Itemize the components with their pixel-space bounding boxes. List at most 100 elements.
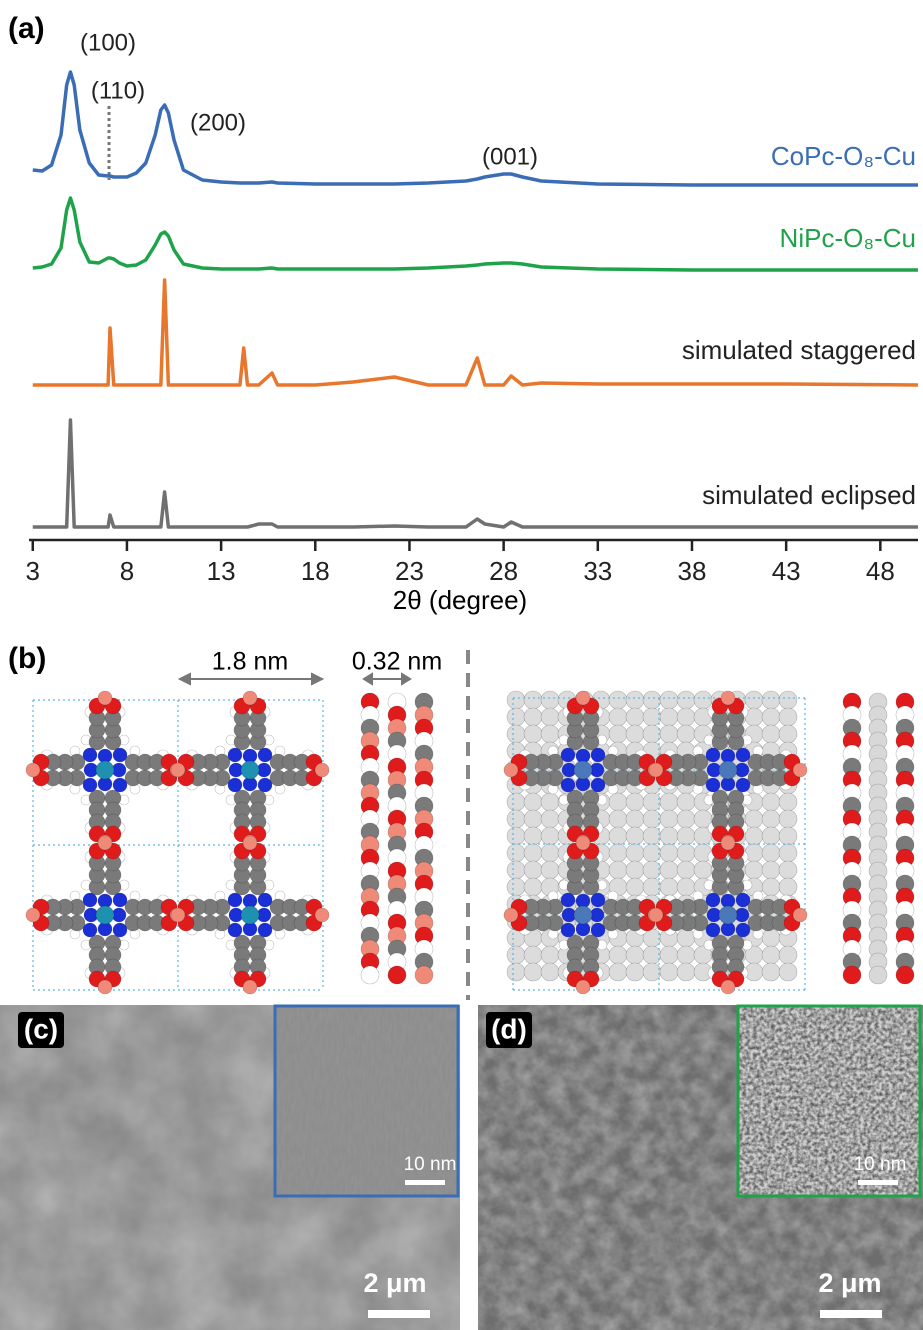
atom [626,878,644,896]
atom [113,893,127,907]
atom [561,778,575,792]
atom [524,946,542,964]
atom [706,893,720,907]
tem-inset: 10 nm [275,1006,458,1196]
atom [779,708,797,726]
atom [626,708,644,726]
atom [609,827,627,845]
atom [660,725,678,743]
atom [677,844,695,862]
atom [507,946,525,964]
atom [171,763,185,777]
atom [677,810,695,828]
atom [113,778,127,792]
atom [626,844,644,862]
atom [609,691,627,709]
atom [507,708,525,726]
atom [113,923,127,937]
atom [609,725,627,743]
atom [609,946,627,964]
atom [677,691,695,709]
atom [258,748,272,762]
atom [706,748,720,762]
atom [96,761,114,779]
atom [258,893,272,907]
atom [591,923,605,937]
scale-label: 10 nm [404,1154,457,1175]
atom [626,691,644,709]
atom [98,691,112,705]
atom [26,763,40,777]
atom [388,966,406,984]
atom [677,963,695,981]
atom [660,963,678,981]
atom [228,893,242,907]
atom [541,827,559,845]
atom [643,810,661,828]
atom [745,810,763,828]
atom [793,763,807,777]
scale-label: 2 μm [363,1268,426,1298]
atom [643,844,661,862]
atom [541,725,559,743]
figure: (a) CoPc-O₈-CuNiPc-O₈-Cusimulated stagge… [0,0,923,1330]
atom [524,810,542,828]
peak-label: (110) [91,77,145,104]
atom [241,906,259,924]
atom [762,725,780,743]
atom [171,908,185,922]
atom [643,963,661,981]
x-tick-label: 43 [772,556,801,586]
atom [504,763,518,777]
atom [779,963,797,981]
atom [609,708,627,726]
x-tick-label: 3 [26,556,40,586]
atom [677,878,695,896]
x-tick-label: 38 [678,556,707,586]
atom [643,827,661,845]
atom [541,708,559,726]
x-tick-label: 28 [489,556,518,586]
atom [524,725,542,743]
trace-label: CoPc-O₈-Cu [771,141,916,171]
atom [541,844,559,862]
atom [843,966,861,984]
atom [609,810,627,828]
atom [524,963,542,981]
atom [243,691,257,705]
atom [649,908,663,922]
atom [694,691,712,709]
atom [609,861,627,879]
x-tick-label: 18 [301,556,330,586]
dimension-label: 0.32 nm [352,648,442,676]
atom [415,966,433,984]
atom [793,908,807,922]
atom [243,836,257,850]
peak-label: (200) [190,109,246,136]
atom [361,966,379,984]
atom [779,725,797,743]
atom [507,725,525,743]
atom [315,763,329,777]
atom [541,946,559,964]
atom [660,827,678,845]
atom [524,878,542,896]
x-tick-label: 48 [866,556,895,586]
atom [524,844,542,862]
atom [706,778,720,792]
atom [736,748,750,762]
atom [721,691,735,705]
atom [626,827,644,845]
atom [643,793,661,811]
atom [869,966,887,984]
atom [677,929,695,947]
atom [609,963,627,981]
atom [504,908,518,922]
atom [779,844,797,862]
atom [736,778,750,792]
atom [779,691,797,709]
atom [626,725,644,743]
atom [660,708,678,726]
atom [507,810,525,828]
atom [507,861,525,879]
